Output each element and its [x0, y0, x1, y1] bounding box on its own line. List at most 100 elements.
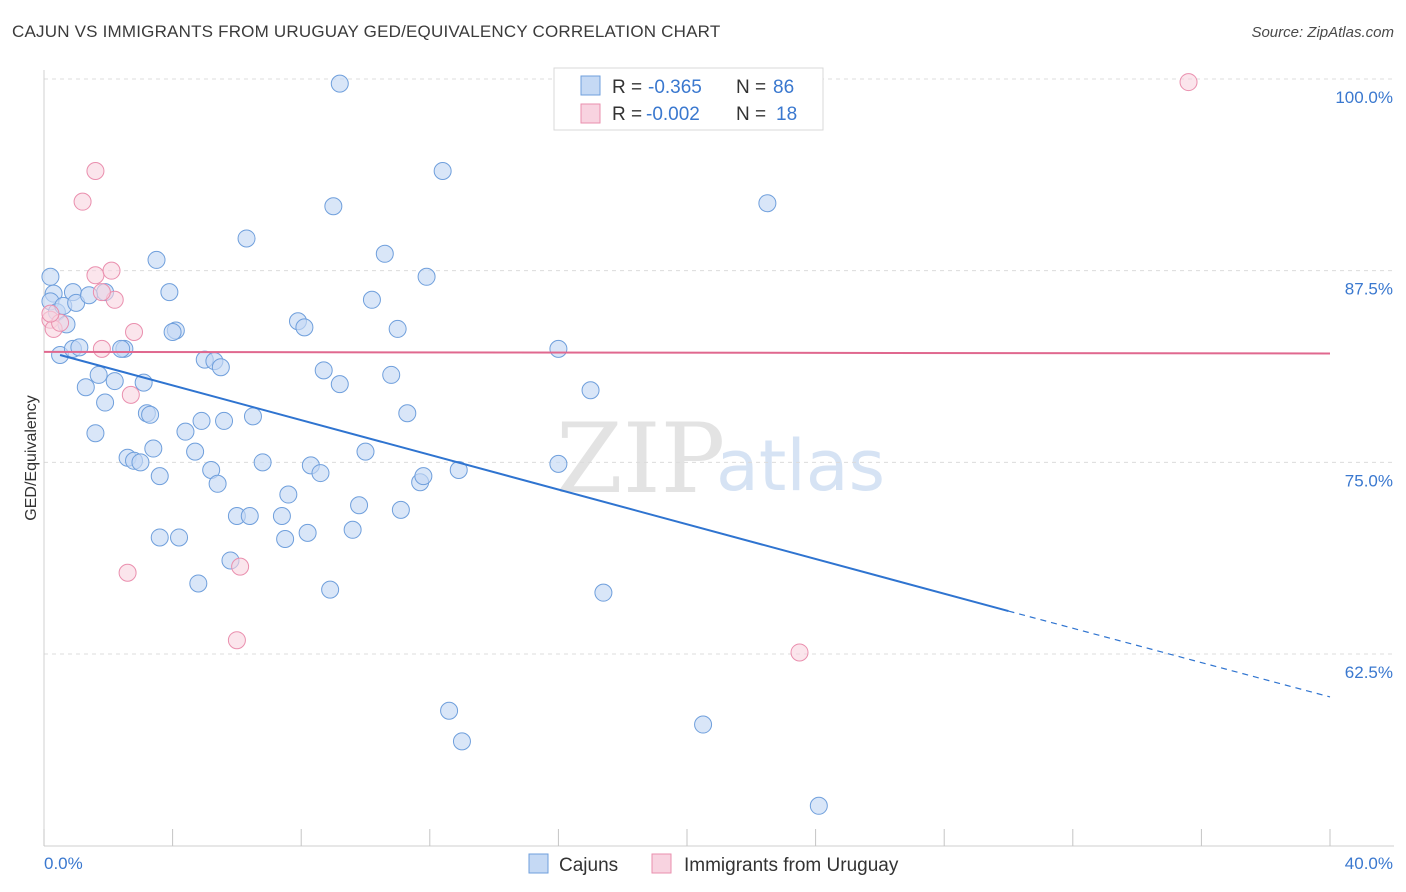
cajuns-point [314, 361, 333, 380]
cajuns-point [758, 194, 777, 213]
uruguay-point [790, 643, 809, 662]
cajuns-point [147, 250, 166, 269]
x-tick-label: 40.0% [1345, 854, 1393, 873]
cajuns-point [89, 365, 108, 384]
y-tick-label: 62.5% [1345, 663, 1393, 682]
cajuns-point [311, 464, 330, 483]
uruguay-point [1179, 73, 1198, 92]
cajuns-point [96, 393, 115, 412]
cajuns-point [549, 339, 568, 358]
cajuns-point [150, 467, 169, 486]
cajuns-point [112, 339, 131, 358]
cajuns-point [388, 319, 407, 338]
cajuns-point [417, 267, 436, 286]
y-tick-label: 100.0% [1335, 88, 1393, 107]
uruguay-point [121, 385, 140, 404]
x-tick-label: 0.0% [44, 854, 83, 873]
uruguay-point [41, 304, 60, 323]
uruguay-point [86, 266, 105, 285]
legend-swatch-uruguay [651, 853, 672, 874]
cajuns-point [237, 229, 256, 248]
legend-label-cajuns: Cajuns [559, 855, 618, 876]
cajuns-point [324, 197, 343, 216]
bottom-legend: Cajuns Immigrants from Uruguay [528, 853, 899, 876]
cajuns-point [176, 422, 195, 441]
cajuns-point [41, 267, 60, 286]
cajuns-point [253, 453, 272, 472]
cajuns-trend-extension [1008, 610, 1331, 698]
cajuns-point [414, 467, 433, 486]
cajuns-point [276, 530, 295, 548]
cajuns-point [809, 796, 828, 815]
uruguay-point [125, 323, 144, 341]
cajuns-point [186, 442, 205, 461]
cajuns-point [452, 732, 471, 751]
uruguay-point [86, 162, 105, 180]
uruguay-point [227, 631, 246, 650]
uruguay-point [102, 261, 121, 280]
cajuns-point [150, 528, 169, 547]
cajuns-trend-line [59, 354, 1009, 613]
cajuns-point [170, 528, 189, 547]
series-uruguay-points [41, 73, 1198, 662]
cajuns-point [391, 500, 410, 519]
legend-label-uruguay: Immigrants from Uruguay [684, 855, 899, 876]
cajuns-point [343, 520, 362, 539]
cajuns-point [549, 454, 568, 473]
cajuns-point [350, 496, 369, 515]
cajuns-point [298, 523, 317, 542]
cajuns-point [330, 375, 349, 394]
stats-r-label-cajuns: R = [612, 77, 642, 98]
watermark-zip: ZIP [556, 403, 725, 515]
cajuns-point [215, 411, 234, 430]
cajuns-point [192, 411, 211, 430]
uruguay-point [92, 339, 111, 358]
cajuns-point [356, 442, 375, 461]
cajuns-point [141, 405, 160, 424]
cajuns-point [160, 283, 179, 302]
cajuns-point [295, 318, 314, 337]
cajuns-point [398, 404, 417, 423]
cajuns-point [362, 290, 381, 309]
chart-title: CAJUN VS IMMIGRANTS FROM URUGUAY GED/EQU… [12, 22, 721, 41]
y-tick-label: 75.0% [1345, 471, 1393, 490]
y-tick-labels: 62.5% 75.0% 87.5% 100.0% [1335, 88, 1393, 682]
stats-r-value-cajuns: -0.365 [648, 77, 702, 98]
watermark-atlas: atlas [716, 425, 885, 507]
cajuns-point [449, 461, 468, 479]
cajuns-point [243, 407, 262, 426]
cajuns-point [433, 162, 452, 180]
uruguay-point [73, 192, 92, 211]
stats-r-value-uruguay: -0.002 [646, 104, 700, 125]
cajuns-point [211, 358, 230, 377]
stats-n-label-cajuns: N = [736, 77, 766, 98]
cajuns-point [279, 485, 298, 504]
stats-r-label-uruguay: R = [612, 104, 642, 125]
series-cajuns-points [41, 74, 828, 815]
stats-n-value-uruguay: 18 [776, 104, 797, 125]
stats-n-value-cajuns: 86 [773, 77, 794, 98]
axes [43, 70, 1394, 847]
legend-swatch-cajuns [528, 853, 549, 874]
cajuns-point [105, 372, 124, 391]
uruguay-point [118, 563, 137, 582]
cajuns-point [594, 583, 613, 602]
cajuns-point [76, 378, 95, 397]
cajuns-point [240, 507, 259, 525]
cajuns-point [272, 507, 291, 525]
cajuns-point [189, 574, 208, 593]
uruguay-point [92, 283, 111, 302]
stats-n-label-uruguay: N = [736, 104, 766, 125]
cajuns-point [330, 74, 349, 93]
cajuns-point [208, 474, 227, 493]
y-tick-label: 87.5% [1345, 280, 1393, 299]
cajuns-point [694, 715, 713, 734]
cajuns-point [321, 580, 340, 599]
cajuns-point [131, 453, 150, 472]
trend-lines [43, 350, 1331, 698]
cajuns-point [70, 338, 89, 357]
x-tick-labels: 0.0% 40.0% [44, 854, 1393, 873]
uruguay-point [231, 557, 250, 576]
cajuns-point [382, 365, 401, 384]
